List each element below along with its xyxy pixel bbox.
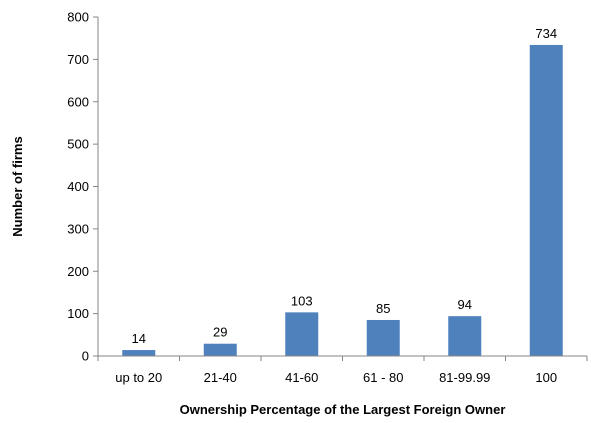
bar-3	[285, 312, 319, 356]
x-tick-label: 21-40	[204, 370, 237, 385]
data-label: 734	[535, 26, 557, 41]
plot-area: 0 100 200 300 400 500 600 700 800 14 29 103 85 94 734…	[67, 10, 588, 385]
x-axis-ticks: up to 20 21-40 41-60 61 - 80 81-99.99 100	[97, 356, 588, 385]
y-tick-label: 400	[67, 179, 89, 194]
y-tick-label: 100	[67, 306, 89, 321]
y-tick-label: 800	[67, 10, 89, 25]
data-label: 94	[458, 297, 472, 312]
y-tick-label: 200	[67, 264, 89, 279]
y-tick-label: 300	[67, 221, 89, 236]
y-axis-title: Number of firms	[10, 136, 25, 236]
bars	[122, 44, 563, 356]
bar-6	[529, 44, 563, 356]
data-labels: 14 29 103 85 94 734	[132, 26, 558, 346]
x-tick-label: 81-99.99	[439, 370, 490, 385]
bar-1	[122, 350, 156, 356]
y-tick-label: 700	[67, 52, 89, 67]
y-tick-label: 0	[82, 349, 89, 364]
x-tick-label: 61 - 80	[363, 370, 403, 385]
bar-2	[203, 343, 237, 356]
x-tick-label: 100	[535, 370, 557, 385]
data-label: 85	[376, 301, 390, 316]
x-axis-title: Ownership Percentage of the Largest Fore…	[180, 402, 506, 417]
y-tick-label: 600	[67, 94, 89, 109]
data-label: 29	[213, 325, 227, 340]
y-axis-ticks: 0 100 200 300 400 500 600 700 800	[67, 10, 98, 364]
y-tick-label: 500	[67, 137, 89, 152]
bar-4	[366, 319, 400, 356]
x-tick-label: up to 20	[115, 370, 162, 385]
bar-5	[448, 316, 482, 356]
x-tick-label: 41-60	[285, 370, 318, 385]
data-label: 14	[132, 331, 146, 346]
data-label: 103	[291, 293, 313, 308]
